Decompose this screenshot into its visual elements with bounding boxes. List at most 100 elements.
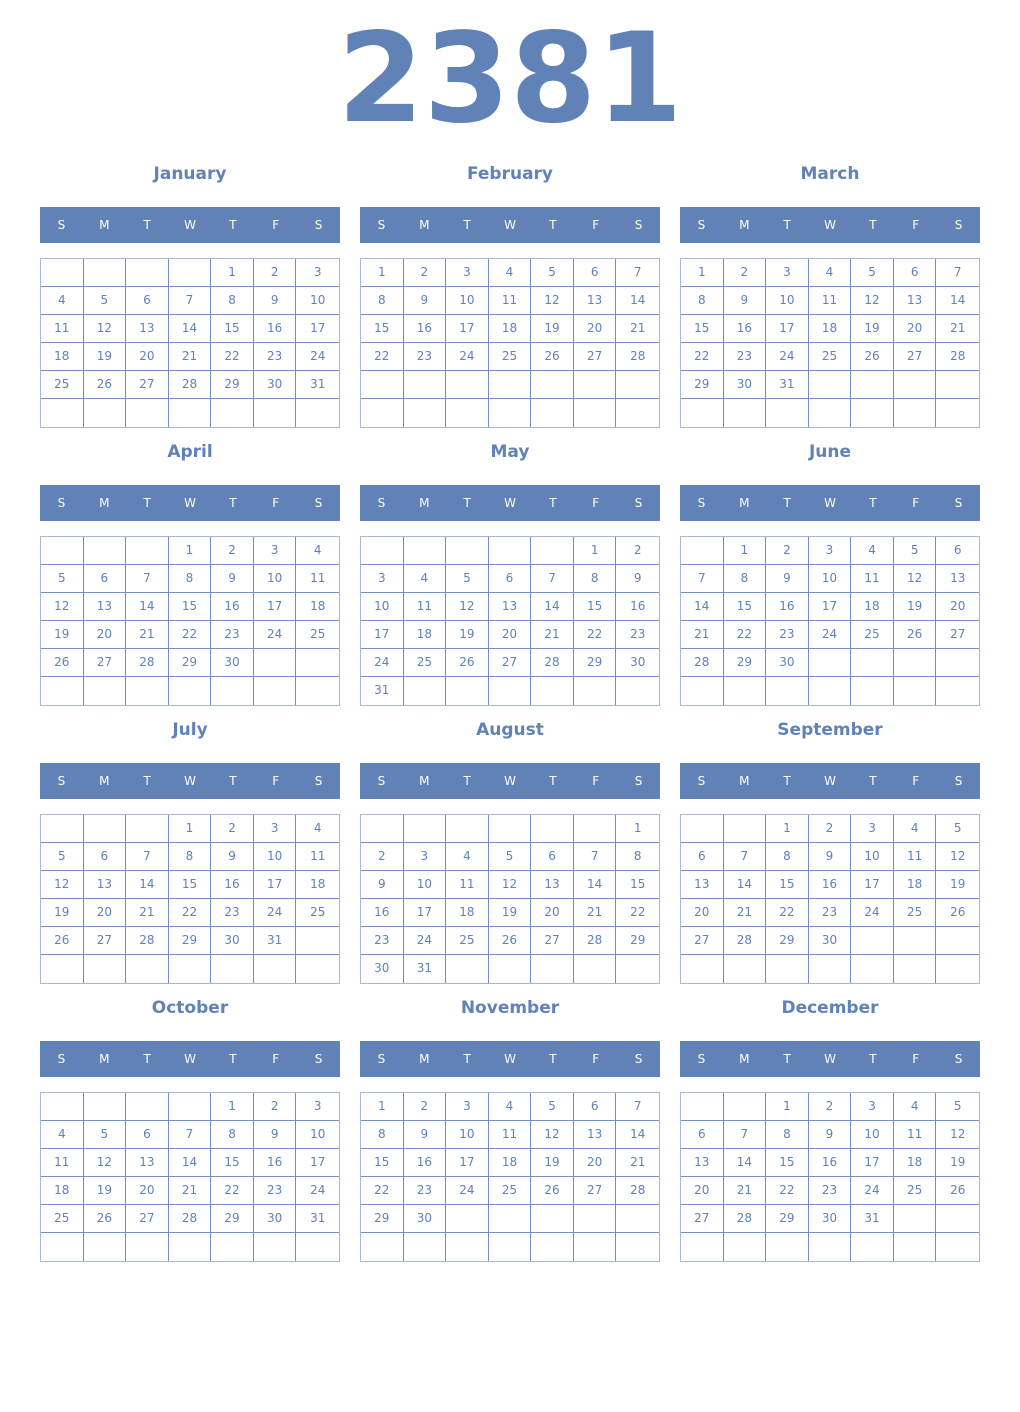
day-cell: 11 [41,1149,84,1177]
day-cell: 9 [403,1121,447,1149]
empty-day-cell [616,371,659,399]
weekday-label: S [697,1052,706,1066]
empty-day-cell [531,371,574,399]
day-cell: 4 [41,1121,84,1149]
day-cell: 20 [83,621,127,649]
day-cell: 6 [83,565,127,593]
weekday-label: S [377,496,386,510]
empty-day-cell [936,927,979,955]
empty-day-cell [446,815,489,843]
day-cell: 28 [126,927,169,955]
empty-day-cell [296,649,339,677]
empty-day-cell [531,1233,574,1261]
empty-day-cell [446,1205,489,1233]
day-cell: 23 [403,343,447,371]
day-cell: 13 [126,1149,169,1177]
day-cell: 8 [766,1121,809,1149]
day-cell: 12 [83,315,127,343]
month-title: August [476,720,544,740]
day-cell: 10 [446,287,489,315]
day-cell: 6 [531,843,574,871]
day-cell: 17 [403,899,447,927]
day-cell: 31 [851,1205,894,1233]
day-cell: 11 [808,287,852,315]
weekday-label: M [99,218,110,232]
day-cell: 12 [41,871,84,899]
day-cell: 6 [893,259,937,287]
day-cell: 11 [488,1121,532,1149]
day-cell: 18 [808,315,852,343]
day-cell: 27 [573,1177,617,1205]
day-cell: 5 [893,537,937,565]
weekday-label: W [504,496,516,510]
day-cell: 6 [573,259,617,287]
weekday-label: S [634,1052,643,1066]
day-cell: 1 [766,1093,809,1121]
weekday-label: F [912,774,920,788]
day-cell: 3 [851,815,894,843]
day-cell: 14 [531,593,574,621]
day-cell: 20 [531,899,574,927]
day-cell: 2 [766,537,809,565]
empty-day-cell [851,399,894,427]
weekday-label: F [912,496,920,510]
day-cell: 18 [296,593,339,621]
empty-day-cell [211,1233,254,1261]
day-cell: 4 [403,565,447,593]
day-cell: 7 [723,1121,767,1149]
day-cell: 1 [168,537,212,565]
day-grid: 1 2 3 4 5 6 7 8 9 10 11 12 13 14 15 16 17 18 19 20 21 22 23 24 2… [680,1092,980,1262]
empty-day-cell [254,399,297,427]
day-cell: 28 [681,649,724,677]
day-cell: 9 [723,287,767,315]
empty-day-cell [446,537,489,565]
weekday-label: F [912,1052,920,1066]
weekday-label: T [783,218,791,232]
day-cell: 28 [723,1205,767,1233]
empty-day-cell [809,955,852,983]
day-cell: 16 [808,871,852,899]
day-cell: 14 [723,1149,767,1177]
day-cell: 27 [893,343,937,371]
day-cell: 23 [616,621,659,649]
day-cell: 23 [253,1177,297,1205]
empty-day-cell [489,955,532,983]
empty-day-cell [766,677,809,705]
weekday-label: T [143,496,151,510]
day-cell: 24 [446,1177,489,1205]
month-title: June [808,442,852,462]
day-cell: 24 [851,1177,894,1205]
day-cell: 9 [361,871,404,899]
empty-day-cell [254,1233,297,1261]
empty-day-cell [724,1233,767,1261]
day-cell: 21 [681,621,724,649]
weekday-label: M [419,774,430,788]
empty-day-cell [681,537,724,565]
day-cell: 27 [936,621,979,649]
empty-day-cell [851,677,894,705]
empty-day-cell [936,955,979,983]
empty-day-cell [531,815,574,843]
day-cell: 26 [83,1205,127,1233]
day-cell: 25 [41,371,84,399]
day-cell: 11 [893,843,937,871]
empty-day-cell [404,677,447,705]
day-cell: 15 [168,593,212,621]
empty-day-cell [126,1233,169,1261]
day-cell: 4 [488,1093,532,1121]
day-cell: 21 [573,899,617,927]
empty-day-cell [403,537,447,565]
weekday-label: W [184,496,196,510]
day-cell: 3 [808,537,852,565]
empty-day-cell [296,1233,339,1261]
day-cell: 29 [573,649,617,677]
day-cell: 19 [41,621,84,649]
day-cell: 29 [723,649,767,677]
day-cell: 1 [361,259,404,287]
weekday-label: T [229,218,237,232]
empty-day-cell [808,371,852,399]
day-cell: 20 [681,899,724,927]
day-cell: 31 [253,927,297,955]
day-cell: 5 [531,1093,574,1121]
